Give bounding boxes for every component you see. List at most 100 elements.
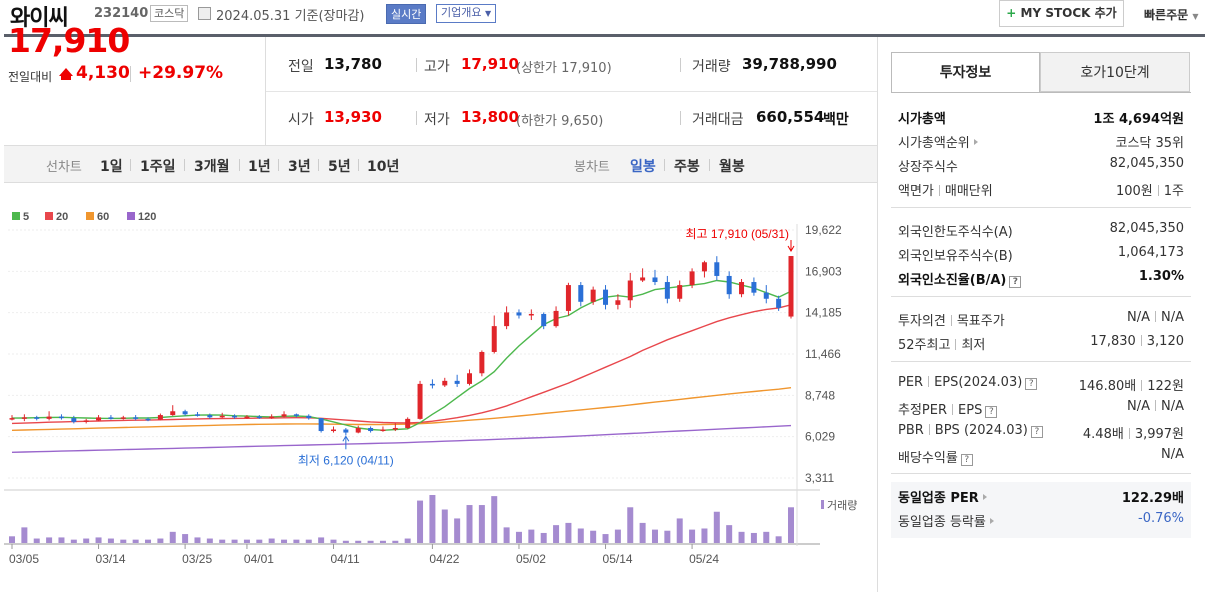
value-text: -0.76% [1138,511,1184,526]
label-text: 추정PER [898,403,948,418]
high-arrow-head [787,245,795,252]
volume-bar [553,525,560,543]
volume-bar [417,500,424,543]
volume-bar [738,531,745,543]
info-row: PER EPS(2024.03)? 146.80배 122원 [898,375,1184,395]
candle [652,277,658,283]
amount-value: 660,554 [756,108,825,126]
stock-name: 와이씨 [10,6,69,31]
help-icon[interactable]: ? [1030,426,1043,438]
volume-bar [169,531,176,543]
volume-value: 39,788,990 [742,55,837,73]
volume-bar [627,507,634,543]
info-label: 추정PER EPS? [898,399,998,418]
realtime-button[interactable]: 실시간 [386,4,427,24]
label-text: 시가총액순위 [898,136,970,151]
info-label: 외국인보유주식수(B) [898,245,1013,264]
period-tab-3y[interactable]: 3년 [288,159,311,175]
volume-bar [21,527,28,543]
company-overview-dropdown[interactable]: 기업개요 ▼ [436,4,497,23]
period-tab-3m[interactable]: 3개월 [194,159,230,175]
period-tab-1y[interactable]: 1년 [248,159,271,175]
info-label[interactable]: 시가총액순위 [898,132,978,151]
info-value: N/A N/A [1127,399,1184,414]
section-divider [891,296,1191,297]
volume-bar [367,540,374,543]
candle [751,282,757,293]
candle [541,313,547,327]
help-icon[interactable]: ? [1025,378,1038,390]
legend-label: 20 [56,211,68,223]
section-divider [891,207,1191,208]
info-label: 배당수익률? [898,447,973,466]
candle [454,380,460,384]
candle [788,256,794,317]
candle [417,383,423,419]
y-tick-label: 14,185 [805,306,842,320]
volume-bar [540,532,547,543]
volume-bar [120,539,127,543]
divider [680,111,681,125]
candle [182,411,188,415]
label-text: 상장주식수 [898,160,958,175]
divider [928,376,930,387]
value-text: 1주 [1163,184,1184,199]
candle-tab-monthly[interactable]: 월봉 [719,159,745,175]
value-text: N/A [1161,399,1184,414]
legend-swatch [86,212,94,220]
volume-bar [429,495,436,543]
divider [358,159,359,171]
info-label[interactable]: 동일업종 PER [898,487,987,506]
divider [239,159,240,171]
period-tab-1d[interactable]: 1일 [100,159,123,175]
candle-tab-daily[interactable]: 일봉 [630,159,656,175]
tab-order-book[interactable]: 호가10단계 [1040,52,1190,92]
help-icon[interactable]: ? [1009,276,1022,288]
volume-bar [219,539,226,543]
candle [442,380,448,386]
volume-bar [330,539,337,543]
info-value: 코스닥 35위 [1115,132,1184,151]
label-text: PBR [898,423,924,438]
volume-bar [515,531,522,543]
label-text: 동일업종 등락률 [898,515,986,530]
volume-bar [676,518,683,543]
volume-bar [379,540,386,543]
change-divider [130,66,131,82]
volume-bar [194,537,201,543]
quick-order-dropdown[interactable]: 빠른주문 ▼ [1144,6,1199,23]
period-tab-10y[interactable]: 10년 [367,159,400,175]
tab-investment-info[interactable]: 투자정보 [891,52,1040,92]
divider [416,58,417,72]
candle-tab-weekly[interactable]: 주봉 [674,159,700,175]
value-text: 3,997원 [1134,427,1184,442]
candle [157,415,163,420]
stock-chart[interactable]: 19,622 16,903 14,185 11,466 8,748 6,029 3,311 5… [0,196,877,592]
label-text: 목표주가 [956,314,1005,329]
period-tab-1w[interactable]: 1주일 [140,159,176,175]
help-icon[interactable]: ? [985,406,998,418]
add-my-stock-button[interactable]: + MY STOCK 추가 [999,0,1124,27]
y-tick-label: 6,029 [805,430,835,444]
legend-swatch [12,212,20,220]
candle [207,415,213,418]
candle [590,289,596,302]
info-label[interactable]: 동일업종 등락률 [898,511,994,530]
candle [83,420,89,422]
info-value: 1,064,173 [1118,245,1184,260]
amount-unit: 백만 [823,112,849,128]
divider [709,159,710,171]
candle [467,373,473,384]
volume-bar [231,539,238,543]
candle [256,416,262,419]
candle [145,418,151,421]
candle [293,414,299,416]
candle [281,414,287,417]
candle [491,326,497,352]
change-label: 전일대비 [8,70,53,84]
help-icon[interactable]: ? [960,454,973,466]
volume-bar [713,511,720,543]
period-tab-5y[interactable]: 5년 [328,159,351,175]
info-label: 투자의견 목표주가 [898,310,1005,329]
x-tick-label: 04/11 [330,552,359,566]
